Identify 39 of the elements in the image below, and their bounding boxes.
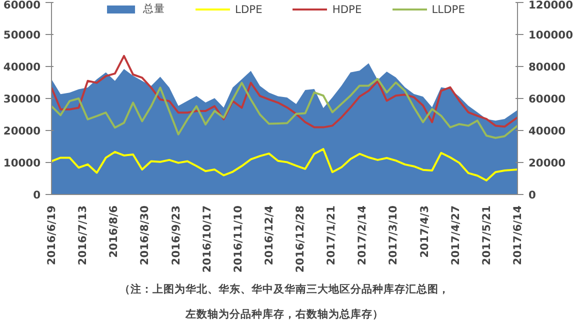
line-series — [52, 148, 518, 182]
legend-label: 总量 — [143, 2, 166, 16]
y2-tick-label: 40000 — [528, 124, 566, 138]
x-tick-label: 2016/12/4 — [262, 206, 276, 266]
y2-tick-label: 80000 — [528, 60, 566, 74]
x-tick-label: 2016/8/30 — [138, 206, 152, 266]
x-tick-label: 2017/6/14 — [511, 206, 524, 266]
y-tick-label: 50000 — [3, 28, 41, 42]
y-tick-label: 60000 — [3, 0, 41, 12]
x-tick-label: 2017/4/3 — [418, 205, 431, 258]
x-tick-label: 2017/3/10 — [386, 206, 400, 266]
x-tick-label: 2016/9/23 — [169, 206, 182, 266]
legend-label: LLDPE — [432, 2, 465, 16]
legend-label: LDPE — [235, 2, 262, 16]
y2-tick-label: 0 — [528, 188, 536, 202]
y2-tick-label: 20000 — [528, 156, 566, 170]
x-tick-label: 2017/4/27 — [448, 206, 462, 266]
y2-tick-label: 60000 — [528, 92, 566, 106]
text: （注：上图为华北、华东、华中及华南三大地区分品种库存汇总图， — [120, 282, 450, 296]
y-tick-label: 0 — [33, 188, 41, 202]
x-tick-label: 2016/10/17 — [200, 205, 214, 273]
legend-label: HDPE — [332, 2, 362, 16]
y2-tick-label: 100000 — [528, 28, 573, 42]
x-tick-label: 2016/7/13 — [76, 206, 90, 266]
x-tick-label: 2017/2/14 — [356, 206, 369, 266]
y-tick-label: 30000 — [3, 92, 41, 106]
x-tick-label: 2017/1/21 — [324, 206, 338, 266]
y-tick-label: 40000 — [3, 60, 41, 74]
y-tick-label: 10000 — [3, 156, 41, 170]
text: 左数轴为分品种库存，右数轴为总库存） — [184, 308, 384, 320]
line-series — [52, 54, 518, 128]
x-tick-label: 2016/8/6 — [107, 205, 120, 258]
y-tick-label: 20000 — [3, 124, 41, 138]
x-tick-label: 2016/11/10 — [231, 205, 244, 273]
line-series — [52, 78, 518, 139]
y2-tick-label: 120000 — [528, 0, 573, 12]
x-tick-label: 2017/5/21 — [480, 206, 493, 266]
x-tick-label: 2016/12/28 — [294, 205, 307, 273]
x-tick-label: 2016/6/19 — [45, 206, 58, 266]
